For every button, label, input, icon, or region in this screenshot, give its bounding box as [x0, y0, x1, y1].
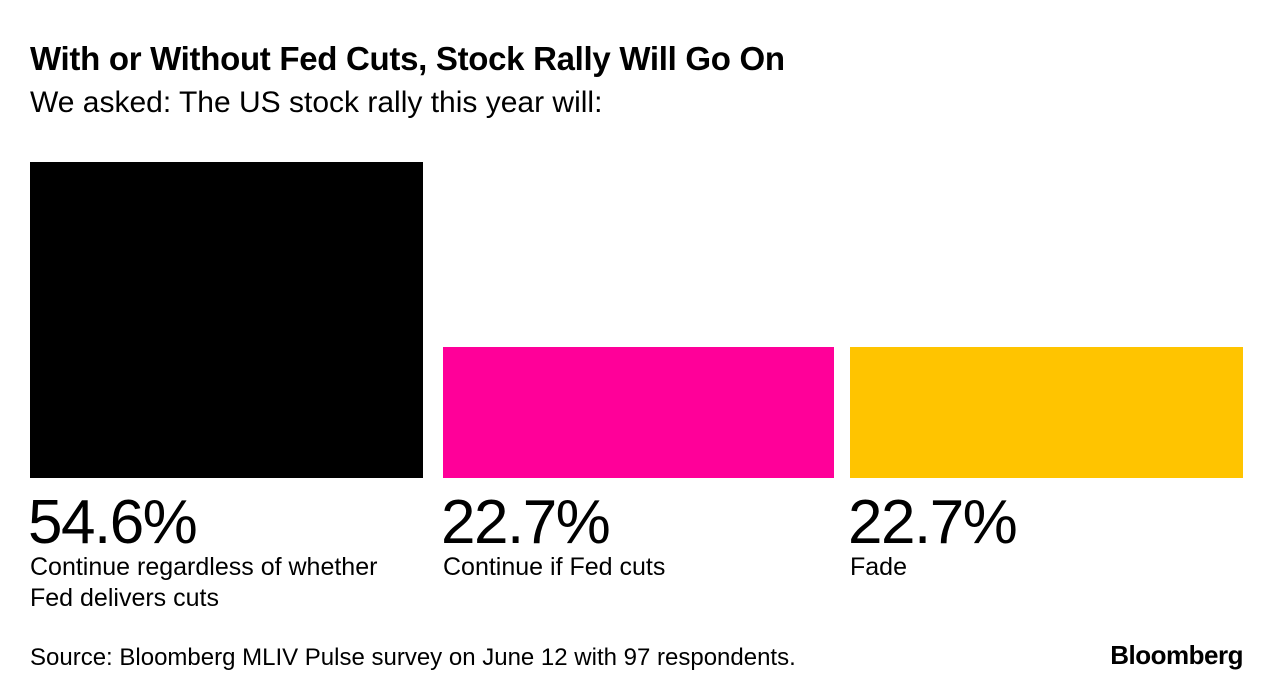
bar-value-label: 22.7% [848, 488, 1018, 557]
category-label: Continue regardless of whether Fed deliv… [30, 553, 378, 612]
chart-subtitle: We asked: The US stock rally this year w… [30, 86, 603, 119]
bar-2 [443, 346, 834, 478]
bloomberg-logo: Bloomberg [1110, 640, 1243, 670]
source-note: Source: Bloomberg MLIV Pulse survey on J… [30, 644, 796, 671]
bar-1 [30, 162, 423, 478]
bar-value-label: 54.6% [28, 488, 198, 557]
chart-title: With or Without Fed Cuts, Stock Rally Wi… [30, 40, 785, 77]
bar-3 [850, 346, 1243, 478]
bar-value-label: 22.7% [441, 488, 611, 557]
category-label: Fade [850, 553, 907, 581]
category-label: Continue if Fed cuts [443, 553, 666, 581]
